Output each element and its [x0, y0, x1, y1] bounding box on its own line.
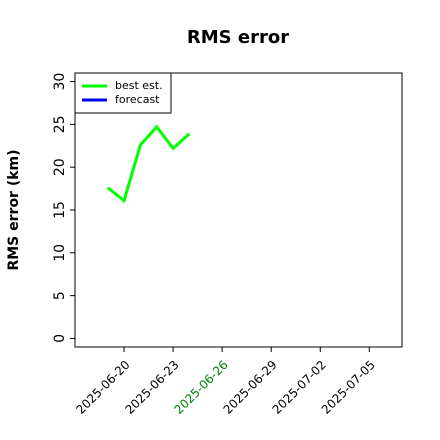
legend-label: best est. — [115, 79, 163, 92]
y-tick-label: 30 — [52, 73, 68, 91]
chart-title: RMS error — [187, 27, 289, 48]
y-tick-label: 20 — [52, 158, 68, 176]
plot-frame — [74, 72, 403, 348]
y-tick-label: 0 — [52, 334, 68, 343]
series-line — [106, 124, 191, 204]
y-tick-label: 5 — [52, 291, 68, 300]
y-axis-label: RMS error (km) — [6, 149, 22, 270]
legend-label: forecast — [115, 93, 160, 106]
y-tick-label: 25 — [52, 115, 68, 133]
y-tick-label: 10 — [52, 244, 68, 262]
legend-box — [74, 72, 172, 114]
y-tick-label: 15 — [52, 201, 68, 219]
